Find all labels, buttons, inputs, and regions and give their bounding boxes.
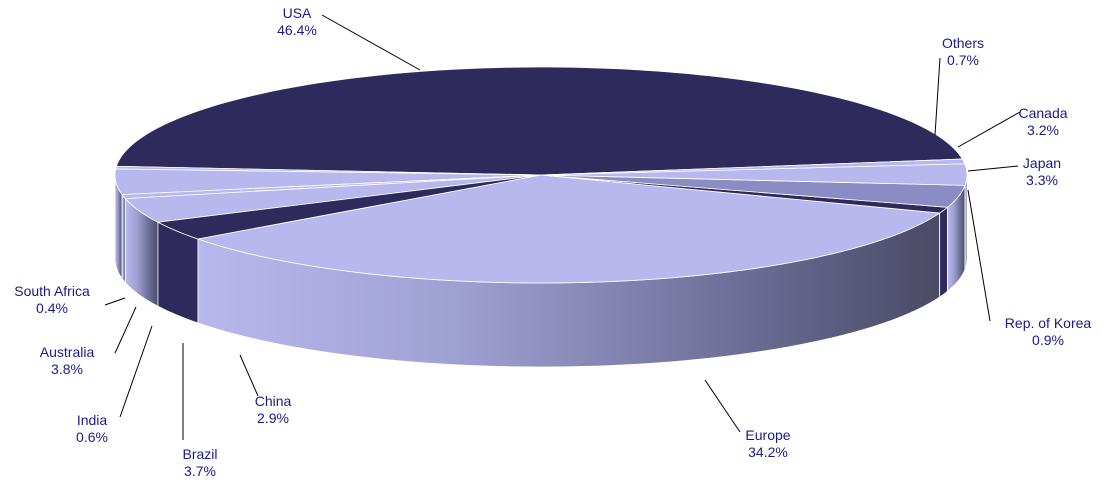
pie-side-canada [964, 174, 968, 270]
pie-side-group [114, 174, 968, 368]
pie-side-rep-of-korea [939, 206, 948, 298]
leader-line-usa [321, 14, 421, 71]
leader-line-europe [704, 379, 741, 433]
leader-line-others [934, 57, 941, 136]
slice-value-europe: 34.2% [748, 444, 788, 460]
slice-value-australia: 3.8% [51, 361, 83, 377]
slice-value-brazil: 3.7% [184, 463, 216, 479]
slice-value-japan: 3.3% [1026, 172, 1058, 188]
leader-line-india [119, 325, 153, 418]
pie-slice-others [540, 158, 966, 176]
pie-slice-china [156, 174, 542, 240]
slice-label-india: India [77, 412, 108, 428]
leader-line-rep-of-korea [967, 189, 991, 322]
slice-label-rep-of-korea: Rep. of Korea [1005, 315, 1092, 331]
pie-slice-canada [540, 163, 968, 186]
slice-label-brazil: Brazil [182, 446, 217, 462]
slice-value-canada: 3.2% [1027, 122, 1059, 138]
leader-line-japan [967, 165, 1019, 172]
slice-label-japan: Japan [1023, 155, 1061, 171]
slice-label-others: Others [942, 35, 984, 51]
slice-label-australia: Australia [40, 344, 95, 360]
leader-line-south-africa [104, 297, 126, 306]
pie-side-india [121, 193, 126, 284]
slice-value-china: 2.9% [257, 410, 289, 426]
leader-line-australia [114, 306, 137, 354]
leader-line-china [239, 354, 259, 397]
pie-top-group [114, 66, 968, 284]
slice-value-others: 0.7% [947, 52, 979, 68]
pie-side-china [157, 221, 199, 324]
slice-value-rep-of-korea: 0.9% [1032, 332, 1064, 348]
leader-line-canada [957, 111, 1021, 148]
slice-label-canada: Canada [1018, 105, 1067, 121]
pie-slice-usa [115, 66, 964, 176]
pie-slice-europe [196, 174, 941, 284]
slice-label-usa: USA [283, 5, 312, 21]
pie-slice-australia [114, 168, 542, 196]
slice-value-india: 0.6% [76, 429, 108, 445]
pie-slice-brazil [124, 174, 542, 223]
slice-label-china: China [255, 393, 292, 409]
slice-value-south-africa: 0.4% [36, 300, 68, 316]
slice-value-usa: 46.4% [277, 22, 317, 38]
slice-label-europe: Europe [745, 427, 790, 443]
slice-label-south-africa: South Africa [14, 283, 90, 299]
